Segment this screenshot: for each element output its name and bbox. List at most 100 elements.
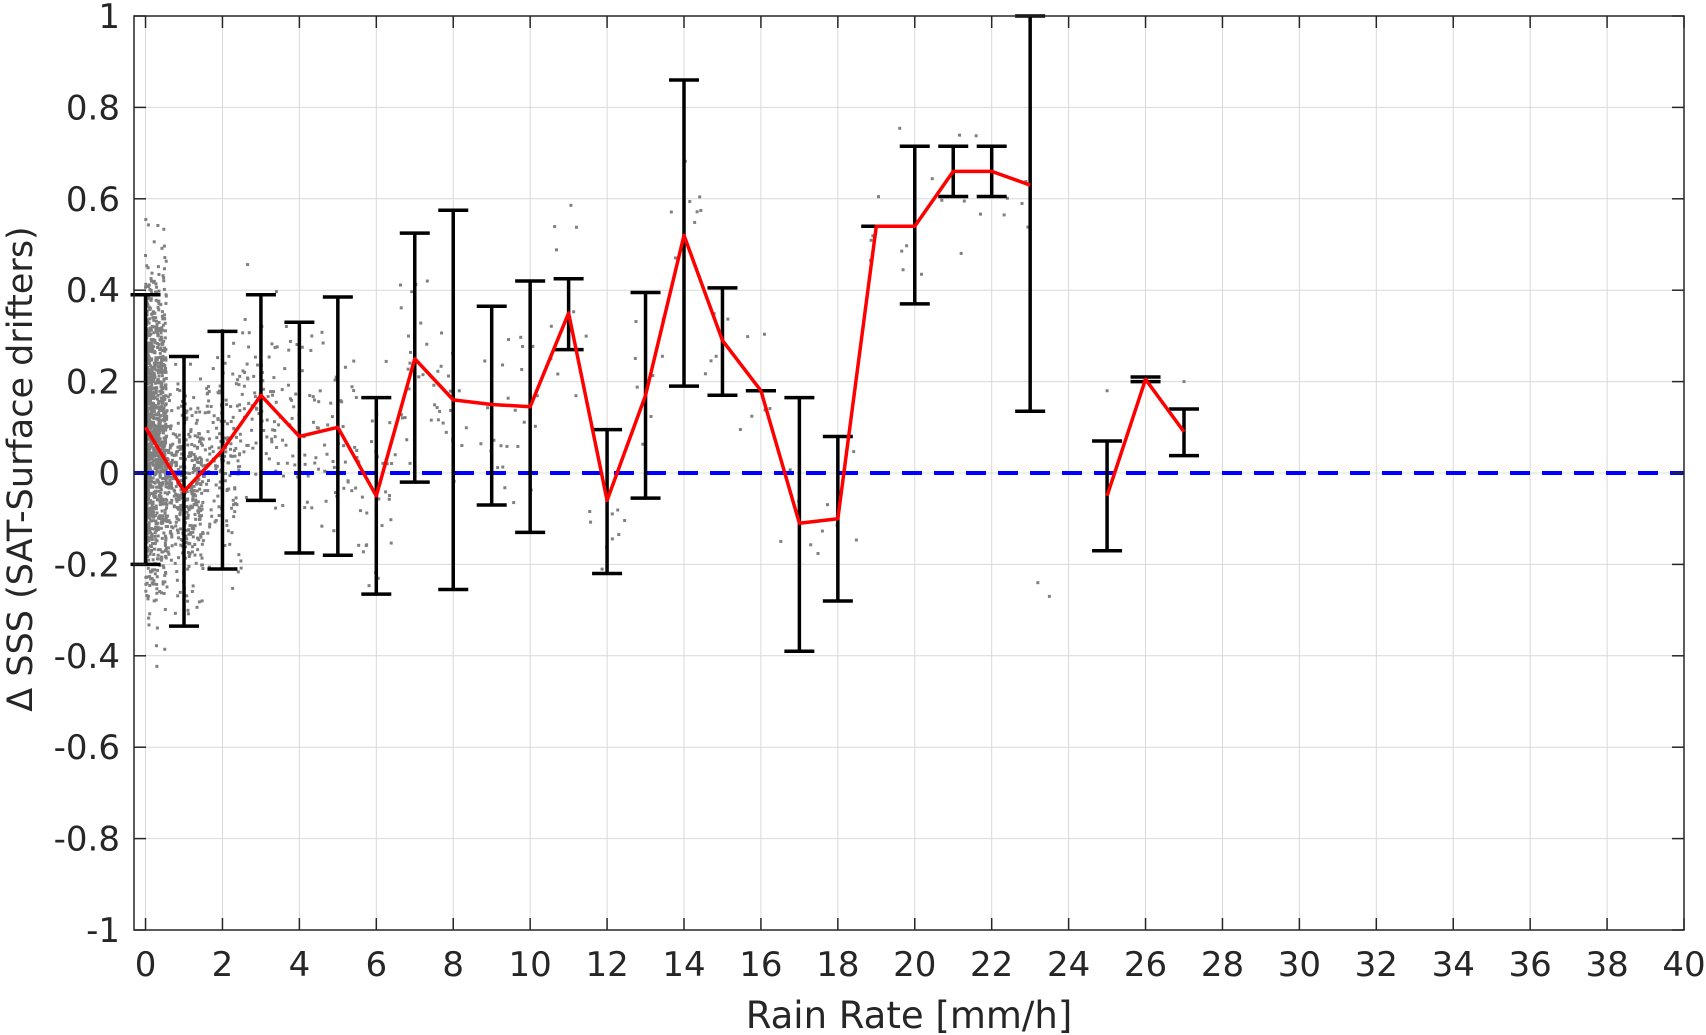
scatter-point bbox=[144, 285, 148, 289]
scatter-point bbox=[310, 334, 314, 338]
scatter-point bbox=[245, 443, 249, 447]
scatter-point bbox=[446, 374, 450, 378]
scatter-point bbox=[152, 416, 156, 420]
scatter-point bbox=[149, 549, 153, 553]
scatter-point bbox=[341, 424, 345, 428]
scatter-point bbox=[287, 383, 291, 387]
scatter-point bbox=[164, 423, 168, 427]
scatter-point bbox=[223, 479, 227, 483]
scatter-point bbox=[198, 456, 202, 460]
scatter-point bbox=[145, 581, 149, 585]
scatter-point bbox=[270, 437, 274, 441]
scatter-point bbox=[165, 481, 169, 485]
scatter-point bbox=[153, 481, 157, 485]
scatter-point bbox=[159, 331, 163, 335]
scatter-point bbox=[179, 456, 183, 460]
scatter-point bbox=[325, 452, 329, 456]
scatter-point bbox=[173, 489, 177, 493]
y-axis-ticks: 1 0.8 0.6 0.4 0.2 0 -0.2 -0.4 -0.6 -0.8 -1 bbox=[54, 0, 1684, 951]
scatter-point bbox=[149, 479, 153, 483]
scatter-point bbox=[177, 518, 181, 522]
scatter-point bbox=[350, 385, 354, 389]
scatter-point bbox=[161, 477, 165, 481]
scatter-point bbox=[167, 474, 171, 478]
scatter-point bbox=[164, 478, 168, 482]
scatter-point bbox=[155, 511, 159, 515]
scatter-point bbox=[163, 364, 167, 368]
scatter-point bbox=[144, 253, 148, 257]
scatter-point bbox=[901, 268, 905, 272]
scatter-point bbox=[214, 426, 218, 430]
y-axis-label: Δ SSS (SAT-Surface drifters) bbox=[1, 226, 41, 711]
scatter-point bbox=[149, 326, 153, 330]
scatter-point bbox=[189, 454, 193, 458]
scatter-point bbox=[214, 464, 218, 468]
scatter-point bbox=[176, 468, 180, 472]
scatter-point bbox=[417, 375, 421, 379]
scatter-point bbox=[211, 421, 215, 425]
scatter-point bbox=[238, 464, 242, 468]
scatter-point bbox=[669, 210, 673, 214]
scatter-point bbox=[209, 508, 213, 512]
scatter-point bbox=[235, 503, 239, 507]
scatter-point bbox=[200, 507, 204, 511]
scatter-point bbox=[162, 418, 166, 422]
scatter-point bbox=[432, 383, 436, 387]
scatter-point bbox=[270, 342, 274, 346]
x-axis-label: Rain Rate [mm/h] bbox=[746, 994, 1073, 1035]
scatter-point bbox=[522, 420, 526, 424]
scatter-point bbox=[178, 447, 182, 451]
scatter-point bbox=[688, 200, 692, 204]
scatter-point bbox=[175, 505, 179, 509]
scatter-point bbox=[177, 438, 181, 442]
scatter-point bbox=[184, 438, 188, 442]
scatter-point bbox=[196, 481, 200, 485]
scatter-point bbox=[698, 195, 702, 199]
scatter-point bbox=[147, 357, 151, 361]
scatter-point bbox=[150, 370, 154, 374]
scatter-point bbox=[198, 482, 202, 486]
scatter-point bbox=[236, 459, 240, 463]
scatter-point bbox=[188, 542, 192, 546]
scatter-point bbox=[246, 376, 250, 380]
scatter-point bbox=[343, 365, 347, 369]
scatter-point bbox=[185, 416, 189, 420]
scatter-point bbox=[150, 411, 154, 415]
scatter-point bbox=[160, 483, 164, 487]
scatter-point bbox=[147, 406, 151, 410]
scatter-point bbox=[156, 548, 160, 552]
scatter-point bbox=[154, 290, 158, 294]
scatter-point bbox=[159, 426, 163, 430]
scatter-point bbox=[369, 440, 373, 444]
scatter-point bbox=[175, 578, 179, 582]
scatter-point bbox=[163, 317, 167, 321]
scatter-point bbox=[159, 481, 163, 485]
scatter-point bbox=[919, 272, 923, 276]
scatter-point bbox=[243, 370, 247, 374]
scatter-point bbox=[237, 383, 241, 387]
scatter-point bbox=[276, 462, 280, 466]
scatter-point bbox=[158, 405, 162, 409]
scatter-point bbox=[148, 526, 152, 530]
scatter-point bbox=[160, 310, 164, 314]
scatter-point bbox=[245, 362, 249, 366]
scatter-point bbox=[166, 395, 170, 399]
scatter-point bbox=[158, 440, 162, 444]
scatter-point bbox=[159, 384, 163, 388]
scatter-point bbox=[152, 406, 156, 410]
scatter-point bbox=[150, 372, 154, 376]
scatter-point bbox=[192, 452, 196, 456]
scatter-point bbox=[617, 533, 621, 537]
scatter-point bbox=[158, 347, 162, 351]
scatter-point bbox=[187, 432, 191, 436]
scatter-point bbox=[253, 395, 257, 399]
scatter-point bbox=[155, 587, 159, 591]
scatter-point bbox=[170, 481, 174, 485]
scatter-point bbox=[191, 498, 195, 502]
scatter-point bbox=[229, 420, 233, 424]
scatter-point bbox=[165, 416, 169, 420]
scatter-point bbox=[186, 513, 190, 517]
scatter-point bbox=[232, 515, 236, 519]
scatter-point bbox=[387, 497, 391, 501]
scatter-point bbox=[254, 441, 258, 445]
